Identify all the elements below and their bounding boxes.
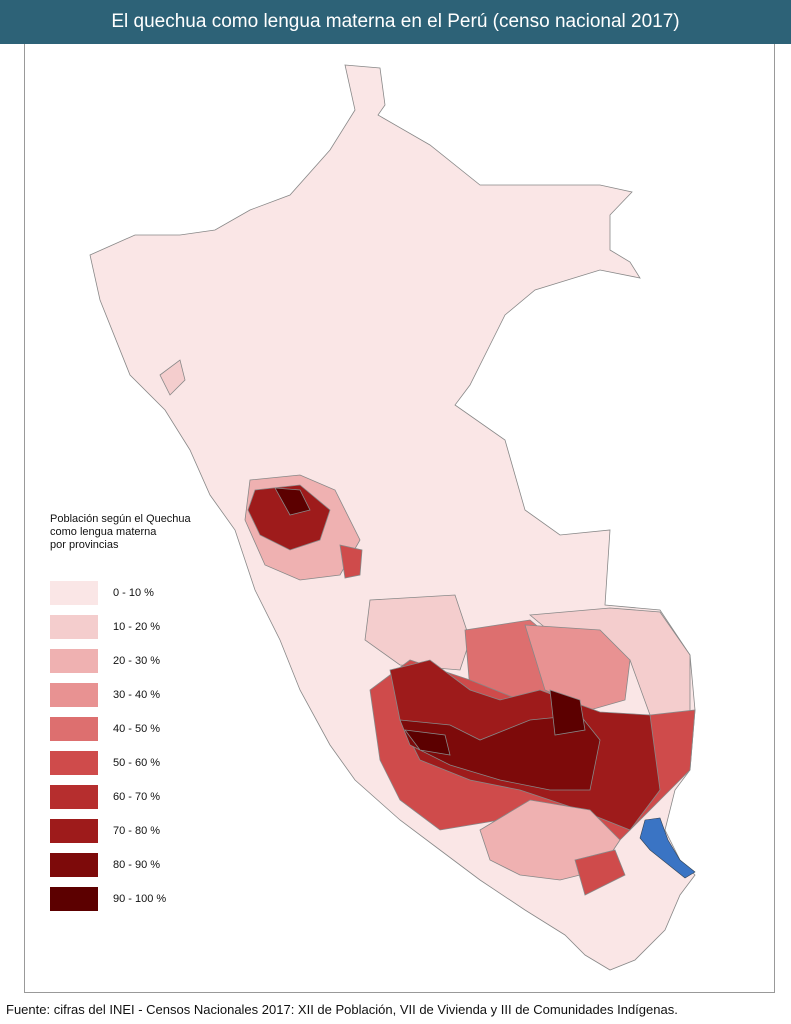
title: El quechua como lengua materna en el Per… [111,11,680,32]
legend-swatch [50,615,98,639]
map-frame [24,44,775,993]
legend-label: 60 - 70 % [113,791,160,803]
legend-swatch [50,853,98,877]
legend-label: 30 - 40 % [113,689,160,701]
legend-label: 20 - 30 % [113,655,160,667]
region [339,544,363,579]
region [364,594,471,671]
region [399,714,601,791]
lake-titicaca [639,817,696,879]
legend-swatch [50,751,98,775]
peru-map [89,64,696,971]
legend-swatch [50,581,98,605]
legend-label: 90 - 100 % [113,893,166,905]
legend-label: 50 - 60 % [113,757,160,769]
legend-label: 0 - 10 % [113,587,154,599]
legend-swatch [50,683,98,707]
legend-swatch [50,819,98,843]
region [159,359,186,396]
legend-title: como lengua materna [50,526,157,538]
region [574,849,626,896]
legend-label: 70 - 80 % [113,825,160,837]
legend-swatch [50,887,98,911]
region [524,624,631,711]
region [247,484,331,551]
legend-title: por provincias [50,539,119,551]
region [404,729,451,756]
title-bar: El quechua como lengua materna en el Per… [0,0,791,44]
legend-label: 10 - 20 % [113,621,160,633]
legend-title: Población según el Quechua [50,513,192,525]
legend-swatch [50,785,98,809]
legend-label: 40 - 50 % [113,723,160,735]
region [549,689,586,736]
legend-swatch [50,649,98,673]
legend-label: 80 - 90 % [113,859,160,871]
region [274,487,311,516]
legend-swatch [50,717,98,741]
source: Fuente: cifras del INEI - Censos Naciona… [6,1002,678,1017]
